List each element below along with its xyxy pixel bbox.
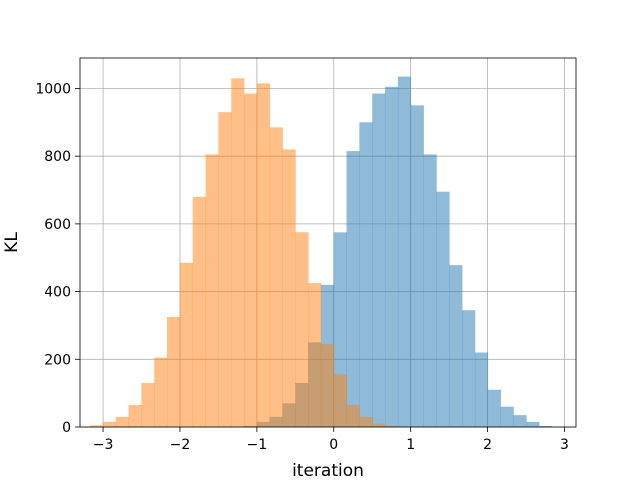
x-tick-label: 0 [329, 437, 338, 453]
histogram-bar-series-2 [141, 382, 155, 427]
x-tick-label: −1 [247, 437, 268, 453]
x-axis-label: iteration [292, 461, 364, 480]
y-tick-label: 200 [44, 352, 71, 368]
histogram-bar-series-1 [487, 389, 501, 427]
histogram-bars [89, 76, 553, 428]
x-tick-label: −3 [93, 437, 114, 453]
histogram-bar-series-1 [385, 86, 399, 427]
plot-frame [79, 57, 577, 428]
histogram-bar-series-2 [359, 416, 373, 427]
histogram-bar-series-1 [359, 122, 373, 427]
histogram-bar-series-2 [167, 316, 181, 427]
x-tick-label: 1 [406, 437, 415, 453]
histogram-bar-series-2 [205, 154, 219, 428]
histogram-bar-series-2 [244, 93, 258, 427]
histogram-bar-series-2 [385, 425, 399, 427]
x-tick-label: 3 [560, 437, 569, 453]
y-tick-label: 0 [62, 420, 71, 436]
histogram-bar-series-1 [513, 415, 527, 427]
histogram-bar-series-1 [397, 76, 412, 427]
histogram-bar-series-1 [410, 105, 424, 427]
histogram-bar-series-2 [218, 112, 232, 428]
histogram-bar-series-2 [333, 374, 348, 427]
histogram-bar-series-1 [500, 406, 514, 427]
histogram-bar-series-1 [346, 151, 360, 428]
x-tick-label: 2 [483, 437, 492, 453]
histogram-bar-series-2 [269, 127, 283, 428]
y-tick-label: 600 [44, 217, 71, 233]
histogram-bar-series-1 [462, 310, 476, 427]
histogram-bar-series-2 [308, 283, 322, 427]
histogram-bar-series-2 [321, 344, 335, 427]
histogram-bar-series-1 [474, 352, 489, 427]
histogram-bar-series-2 [154, 357, 168, 427]
histogram-bar-series-2 [89, 425, 104, 427]
y-tick-label: 400 [44, 285, 71, 301]
histogram-bar-series-1 [372, 93, 386, 427]
histogram-bar-series-1 [423, 154, 437, 428]
histogram-bar-series-2 [128, 404, 142, 427]
histogram-bar-series-2 [256, 83, 271, 428]
x-tick-label: −2 [170, 437, 191, 453]
histogram-bar-series-2 [282, 149, 296, 427]
y-axis-label: KL [2, 232, 22, 253]
histogram-bar-series-2 [192, 196, 206, 427]
histogram-bar-series-2 [115, 416, 129, 427]
histogram-bar-series-2 [231, 78, 245, 428]
histogram-bar-series-2 [346, 404, 360, 427]
y-tick-label: 800 [44, 149, 71, 165]
axis-ticks: −3 −2 −1 0 1 2 3 0 200 400 600 800 1000 [35, 81, 569, 453]
histogram-bar-series-2 [179, 262, 194, 427]
histogram-bar-series-2 [372, 423, 386, 427]
y-tick-label: 1000 [35, 81, 71, 97]
histogram-bar-series-2 [102, 421, 116, 427]
histogram-bar-series-1 [449, 265, 463, 427]
histogram-bar-series-1 [436, 191, 450, 427]
histogram-bar-series-1 [539, 425, 553, 427]
histogram-bar-series-1 [526, 421, 540, 427]
histogram-bar-series-2 [295, 232, 309, 427]
